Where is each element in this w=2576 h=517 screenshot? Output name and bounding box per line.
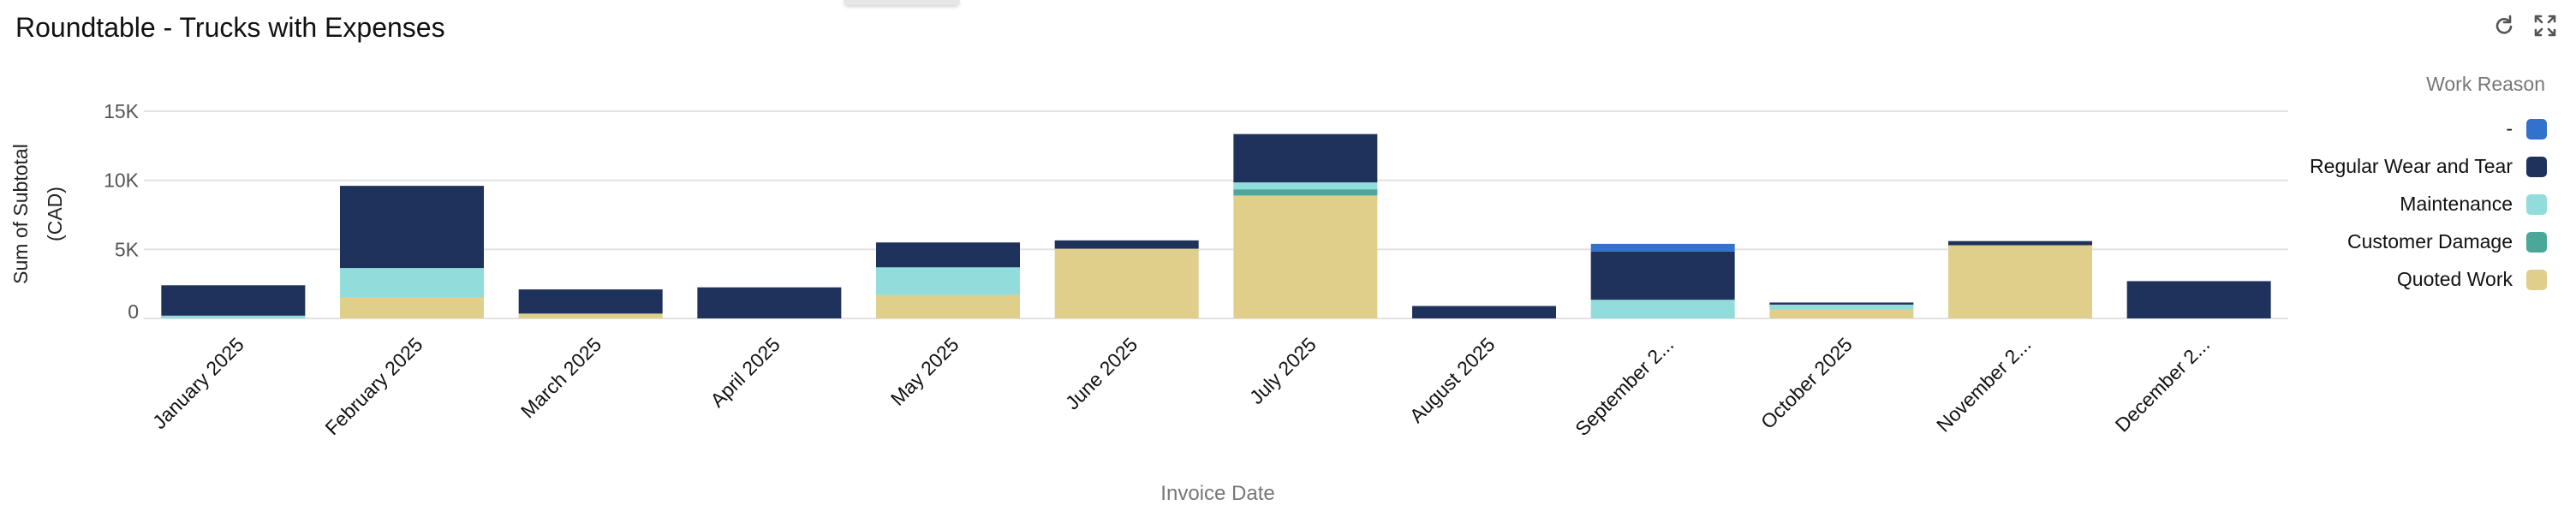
x-tick-label: June 2025 — [1061, 333, 1142, 413]
y-tick-label: 10K — [104, 169, 140, 192]
legend-label: - — [2506, 117, 2513, 140]
legend-item[interactable]: - — [2506, 117, 2547, 140]
legend-swatch — [2526, 270, 2547, 290]
legend-item[interactable]: Maintenance — [2400, 193, 2547, 215]
x-tick-label: November 2... — [1932, 333, 2036, 437]
x-tick-label: December 2... — [2111, 333, 2215, 437]
legend-label: Customer Damage — [2347, 230, 2513, 253]
x-tick-label: May 2025 — [886, 333, 963, 410]
bar-segment[interactable] — [1233, 134, 1378, 183]
legend-item[interactable]: Customer Damage — [2347, 230, 2547, 253]
bar-segment[interactable] — [161, 285, 306, 316]
bars — [161, 134, 2271, 318]
y-tick-label: 5K — [115, 238, 140, 260]
bar-segment[interactable] — [1590, 251, 1735, 300]
bar-segment[interactable] — [1233, 189, 1378, 196]
x-tick-label: January 2025 — [148, 333, 248, 433]
legend: Work Reason - Regular Wear and Tear Mainten… — [2310, 73, 2547, 290]
expand-icon[interactable] — [2531, 12, 2559, 39]
x-tick-label: July 2025 — [1245, 333, 1321, 408]
bar-segment[interactable] — [1054, 240, 1199, 249]
bar-segment[interactable] — [1590, 300, 1735, 318]
bar-segment[interactable] — [340, 296, 484, 318]
legend-swatch — [2526, 119, 2547, 140]
y-axis-ticks: 0 5K 10K 15K — [104, 100, 140, 323]
bar-segment[interactable] — [518, 289, 663, 314]
x-axis-ticks: January 2025 February 2025 March 2025 April… — [148, 333, 2214, 440]
legend-swatch — [2526, 232, 2547, 253]
y-axis-label-unit: (CAD) — [44, 187, 66, 241]
legend-label: Maintenance — [2400, 193, 2513, 215]
drag-handle[interactable] — [844, 0, 960, 5]
refresh-icon[interactable] — [2490, 12, 2518, 39]
chart-title: Roundtable - Trucks with Expenses — [15, 12, 445, 43]
x-tick-label: April 2025 — [706, 333, 784, 412]
legend-swatch — [2526, 157, 2547, 177]
x-tick-label: February 2025 — [320, 333, 426, 439]
legend-item[interactable]: Quoted Work — [2397, 268, 2547, 290]
legend-label: Regular Wear and Tear — [2310, 155, 2513, 177]
x-tick-label: August 2025 — [1405, 333, 1500, 427]
bar-segment[interactable] — [1769, 309, 1914, 318]
bar-segment[interactable] — [1590, 243, 1735, 252]
legend-swatch — [2526, 194, 2547, 215]
x-axis-label: Invoice Date — [1160, 482, 1274, 505]
bar-segment[interactable] — [2126, 281, 2271, 318]
legend-title: Work Reason — [2426, 73, 2545, 95]
bar-segment[interactable] — [1769, 302, 1914, 305]
bar-segment[interactable] — [1948, 245, 2092, 318]
bar-segment[interactable] — [876, 294, 1020, 318]
x-tick-label: September 2... — [1571, 333, 1678, 440]
bar-segment[interactable] — [340, 268, 484, 297]
y-tick-label: 0 — [128, 300, 139, 323]
x-tick-label: March 2025 — [516, 333, 605, 422]
bar-segment[interactable] — [1054, 248, 1199, 318]
legend-label: Quoted Work — [2397, 268, 2513, 290]
bar-segment[interactable] — [161, 315, 306, 318]
y-axis-label: Sum of Subtotal — [9, 144, 32, 284]
legend-item[interactable]: Regular Wear and Tear — [2310, 155, 2547, 177]
bar-segment[interactable] — [697, 287, 842, 318]
bar-segment[interactable] — [1412, 306, 1556, 318]
bar-segment[interactable] — [1769, 304, 1914, 310]
bar-segment[interactable] — [1948, 241, 2092, 246]
y-tick-label: 15K — [104, 100, 140, 122]
bar-segment[interactable] — [1233, 182, 1378, 190]
bar-segment[interactable] — [876, 267, 1020, 295]
bar-segment[interactable] — [876, 242, 1020, 268]
bar-segment[interactable] — [340, 186, 484, 269]
x-tick-label: October 2025 — [1756, 333, 1857, 433]
bar-segment[interactable] — [1233, 195, 1378, 318]
bar-segment[interactable] — [518, 313, 663, 318]
gridlines — [144, 110, 2288, 319]
